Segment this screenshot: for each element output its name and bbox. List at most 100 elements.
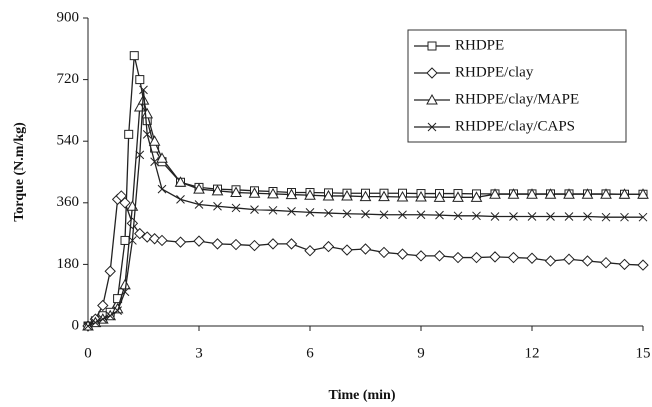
marker: [83, 321, 93, 331]
marker: [490, 212, 500, 221]
marker: [141, 107, 154, 119]
marker: [176, 195, 185, 204]
marker: [174, 176, 187, 187]
marker: [120, 235, 130, 245]
marker: [156, 234, 168, 247]
marker: [489, 251, 501, 263]
marker: [544, 255, 557, 267]
marker: [507, 188, 520, 199]
marker: [267, 187, 279, 199]
x-tick-label: 0: [84, 345, 92, 361]
x-tick-label: 3: [195, 345, 203, 361]
marker: [230, 238, 242, 251]
marker: [193, 235, 205, 247]
marker: [526, 188, 538, 199]
marker: [526, 252, 538, 264]
marker: [128, 236, 137, 245]
marker: [104, 265, 116, 277]
y-tick-label: 180: [57, 256, 80, 272]
marker: [415, 190, 427, 202]
marker: [470, 191, 483, 202]
marker: [113, 306, 122, 315]
legend-label: RHDPE/clay: [455, 64, 534, 80]
legend-marker: [427, 122, 437, 132]
marker: [507, 251, 520, 264]
marker: [581, 255, 594, 267]
marker: [322, 189, 335, 201]
marker: [398, 210, 407, 220]
x-axis-label: Time (min): [328, 388, 395, 403]
marker: [324, 208, 333, 218]
marker: [304, 245, 316, 257]
legend-label: RHDPE/clay/MAPE: [455, 91, 579, 107]
legend-marker: [426, 93, 438, 105]
marker: [379, 210, 389, 220]
marker: [378, 246, 390, 259]
marker: [378, 190, 390, 202]
marker: [248, 187, 261, 198]
marker: [618, 188, 631, 199]
marker: [322, 240, 335, 253]
marker: [250, 205, 259, 214]
marker: [583, 212, 592, 221]
marker: [304, 189, 316, 200]
marker: [563, 253, 575, 265]
x-tick-label: 9: [417, 345, 425, 361]
marker: [97, 299, 109, 312]
marker: [248, 239, 261, 252]
marker: [129, 51, 139, 61]
marker: [600, 188, 612, 199]
marker: [120, 287, 130, 297]
marker: [230, 186, 242, 198]
marker: [287, 207, 296, 216]
marker: [618, 258, 631, 271]
y-tick-label: 360: [57, 194, 80, 210]
marker: [134, 227, 146, 240]
legend-marker: [427, 41, 437, 51]
marker: [211, 184, 224, 196]
y-tick-label: 720: [57, 71, 80, 87]
marker: [341, 189, 353, 201]
marker: [124, 129, 134, 139]
marker: [285, 238, 298, 250]
marker: [544, 188, 557, 199]
marker: [435, 210, 444, 220]
marker: [359, 190, 372, 202]
marker: [637, 259, 649, 271]
x-tick-label: 12: [525, 345, 540, 361]
marker: [452, 251, 464, 264]
marker: [285, 188, 298, 200]
marker: [620, 212, 629, 222]
y-tick-label: 0: [72, 317, 80, 333]
marker: [433, 191, 446, 202]
marker: [341, 244, 353, 256]
marker: [98, 314, 108, 324]
marker: [600, 256, 612, 269]
marker: [142, 130, 152, 139]
marker: [342, 209, 352, 219]
y-tick-label: 540: [57, 133, 80, 149]
marker: [139, 85, 148, 95]
marker: [174, 236, 187, 248]
legend-box: [407, 29, 627, 143]
marker: [119, 197, 131, 209]
x-tick-label: 6: [306, 345, 314, 361]
marker: [231, 203, 241, 213]
marker: [193, 183, 205, 194]
marker: [150, 157, 159, 167]
marker: [509, 212, 518, 221]
marker: [489, 188, 501, 199]
marker: [91, 318, 100, 327]
y-axis-label: Torque (N.m/kg): [12, 122, 27, 222]
legend-label: RHDPE: [455, 37, 504, 53]
marker: [581, 188, 594, 199]
marker: [135, 150, 145, 160]
marker: [472, 211, 481, 221]
marker: [267, 238, 279, 250]
marker: [211, 238, 224, 250]
marker: [601, 212, 611, 222]
marker: [126, 217, 139, 230]
marker: [637, 188, 649, 199]
legend-marker: [426, 67, 438, 79]
